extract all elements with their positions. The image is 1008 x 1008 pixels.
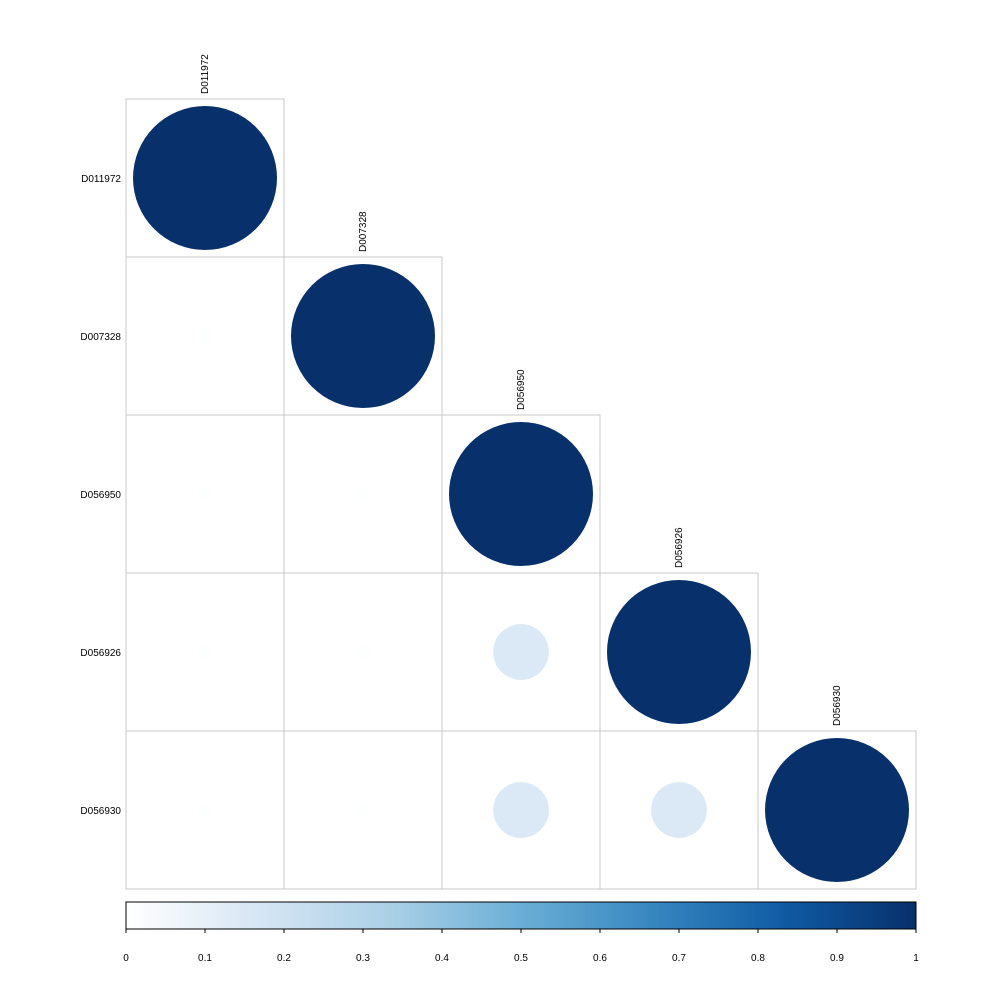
colorbar-tick-label: 0.9 bbox=[830, 953, 844, 964]
correlation-circle bbox=[493, 782, 549, 838]
row-labels: D011972 D007328 D056950 D056926 D056930 bbox=[80, 174, 121, 817]
colorbar-tick-label: 0.5 bbox=[514, 953, 528, 964]
row-label: D007328 bbox=[80, 332, 121, 343]
colorbar-tick-label: 0 bbox=[123, 953, 129, 964]
row-label: D011972 bbox=[81, 174, 121, 185]
correlation-circle bbox=[493, 624, 549, 680]
correlation-circle bbox=[291, 264, 435, 408]
correlation-circle bbox=[651, 782, 707, 838]
colorbar-tick-label: 0.6 bbox=[593, 953, 607, 964]
colorbar-gradient bbox=[125, 901, 917, 930]
colorbar-tick-label: 0.3 bbox=[356, 953, 370, 964]
colorbar-tick-label: 0.8 bbox=[751, 953, 765, 964]
colorbar: 0 0.1 0.2 0.3 0.4 0.5 0.6 0.7 0.8 0.9 1 bbox=[123, 901, 919, 964]
correlation-circle bbox=[197, 328, 213, 344]
column-label: D056950 bbox=[516, 369, 527, 410]
colorbar-tick-label: 0.1 bbox=[198, 953, 212, 964]
correlation-circle bbox=[197, 802, 213, 818]
row-label: D056950 bbox=[80, 490, 121, 501]
correlation-circle bbox=[355, 802, 371, 818]
column-label: D011972 bbox=[200, 54, 211, 94]
correlation-circle bbox=[449, 422, 593, 566]
correlation-circle bbox=[765, 738, 909, 882]
correlation-circle bbox=[355, 486, 371, 502]
column-label: D056926 bbox=[674, 527, 685, 568]
colorbar-tick-label: 1 bbox=[913, 953, 919, 964]
colorbar-tick-label: 0.7 bbox=[672, 953, 686, 964]
correlation-circle bbox=[197, 644, 213, 660]
correlation-circle bbox=[197, 486, 213, 502]
column-labels: D011972 D007328 D056950 D056926 D056930 bbox=[200, 54, 843, 726]
correlation-circle bbox=[133, 106, 277, 250]
column-label: D056930 bbox=[832, 685, 843, 726]
correlation-circle bbox=[607, 580, 751, 724]
column-label: D007328 bbox=[358, 211, 369, 252]
matrix-cell bbox=[599, 730, 759, 890]
row-label: D056930 bbox=[80, 806, 121, 817]
colorbar-tick-label: 0.2 bbox=[277, 953, 291, 964]
row-label: D056926 bbox=[80, 648, 121, 659]
matrix-circles bbox=[133, 106, 909, 882]
correlation-circle bbox=[355, 644, 371, 660]
colorbar-tick-label: 0.4 bbox=[435, 953, 449, 964]
